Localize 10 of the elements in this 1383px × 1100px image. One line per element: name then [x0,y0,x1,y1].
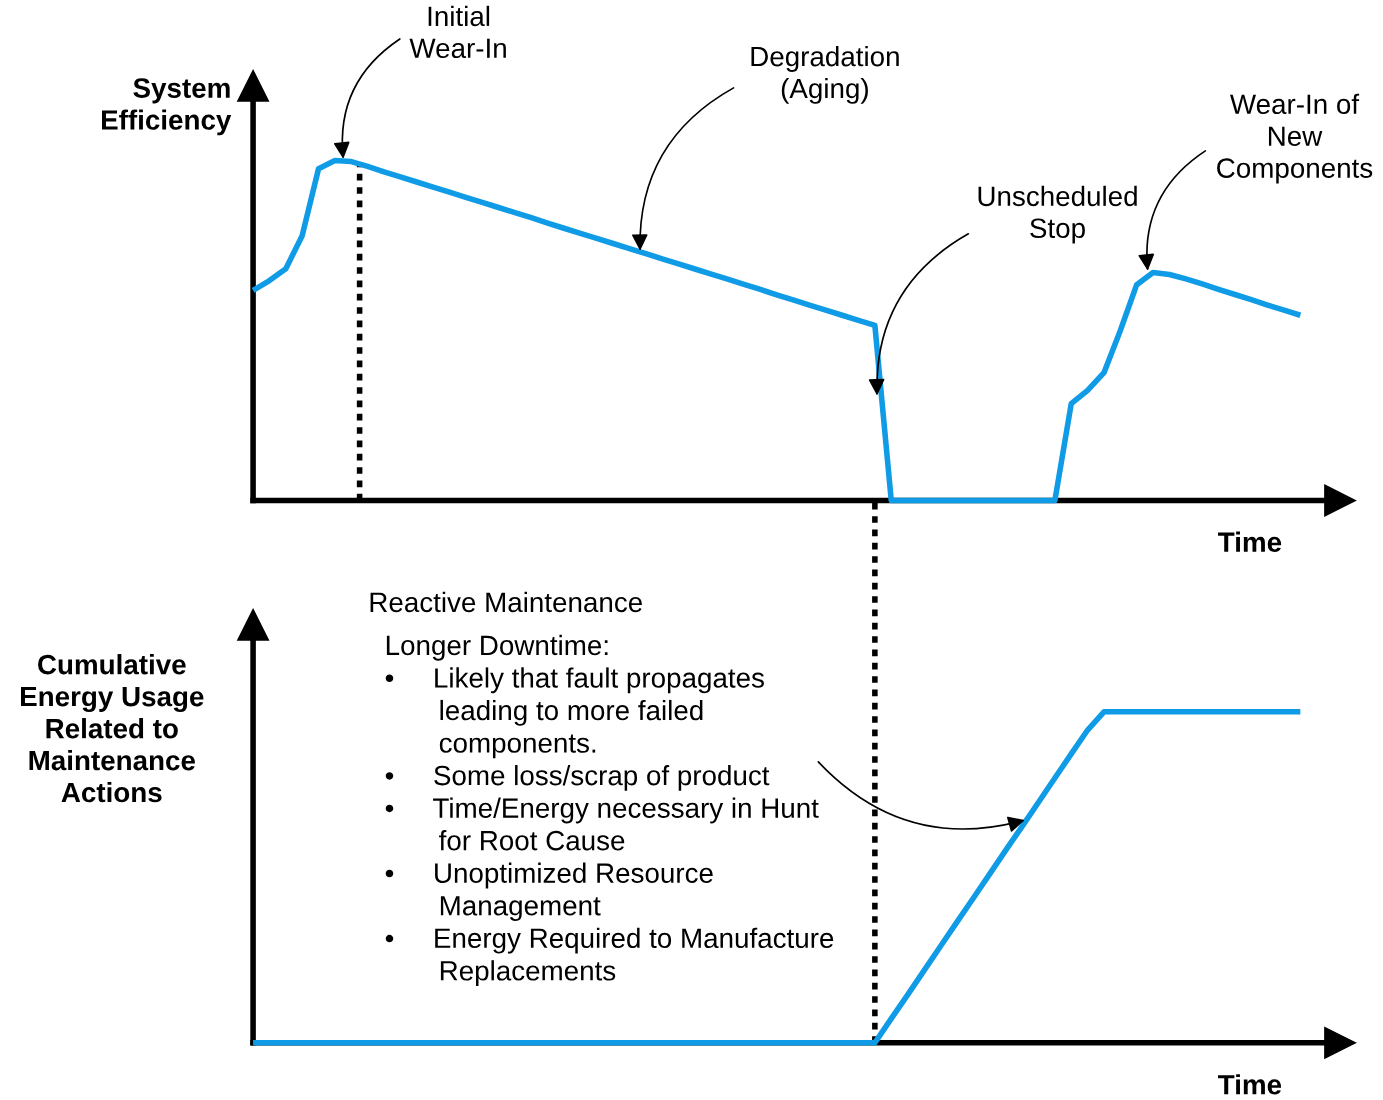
text: Initial Wear-In [409,5,506,59]
annotation: Wear-In of New Components [1217,93,1373,184]
annotation: Unscheduled Stop [978,185,1137,244]
y-axis-title: Cumulative Energy Usage Related to Maintenance Actions [21,654,204,803]
text: Longer Downtime: • Likely that fault propagates leading to more failed components. • Some loss/scrap of product • Time/Energy necessary in Hunt for Root Cause • Unoptimized Resource Management • Energy Required to Manufacture Replacements [385,634,834,987]
y-axis-title: System Efficiency [101,78,232,136]
text: Degradation (Aging) [751,45,899,104]
x-axis-title: Time [1218,531,1282,553]
x-axis-title: Time [1218,1074,1282,1095]
text: Reactive Maintenance [370,591,642,613]
